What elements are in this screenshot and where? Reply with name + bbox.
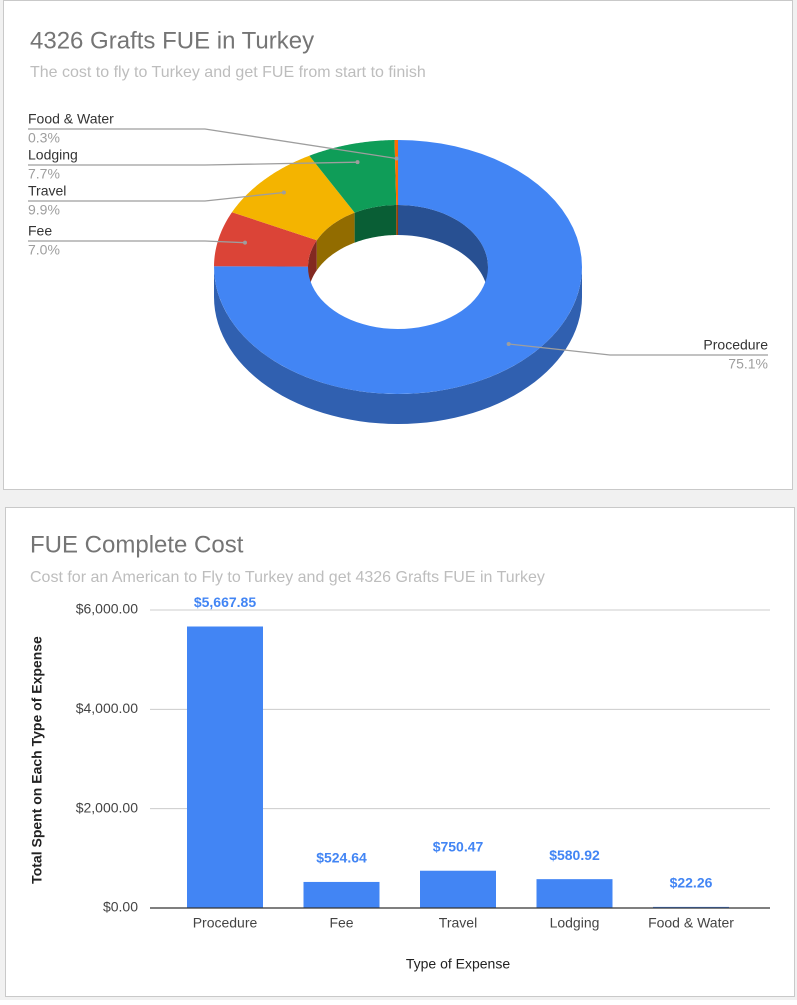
leader-dot <box>506 341 511 346</box>
slice-inner-wall <box>354 205 397 243</box>
chart-subtitle: The cost to fly to Turkey and get FUE fr… <box>30 64 426 81</box>
x-tick-label: Travel <box>439 915 477 931</box>
leader-dot <box>355 160 360 165</box>
slice <box>214 212 317 267</box>
leader-dot <box>281 190 286 195</box>
x-tick-label: Fee <box>329 915 353 931</box>
leader-line <box>28 240 246 244</box>
chart-title: 4326 Grafts FUE in Turkey <box>30 27 314 54</box>
slice-value-label: 0.3% <box>28 130 60 146</box>
slice-label: Lodging <box>28 147 78 163</box>
chart-subtitle: Cost for an American to Fly to Turkey an… <box>30 569 545 586</box>
slice <box>394 140 398 206</box>
leader-line <box>28 191 284 202</box>
slice-value-label: 75.1% <box>728 356 768 372</box>
leader-line <box>28 128 397 160</box>
x-tick-label: Food & Water <box>648 915 734 931</box>
y-axis-label: Total Spent on Each Type of Expense <box>29 636 45 884</box>
bar-value-label: $524.64 <box>316 850 367 866</box>
leader-dot <box>242 240 247 245</box>
bar <box>187 626 263 908</box>
y-tick-label: $6,000.00 <box>76 601 138 617</box>
y-tick-label: $0.00 <box>103 899 138 915</box>
leader-line <box>28 161 358 166</box>
slice-label: Travel <box>28 183 66 199</box>
slice-value-label: 7.7% <box>28 166 60 182</box>
slice-label: Procedure <box>703 337 768 353</box>
y-tick-label: $2,000.00 <box>76 799 138 815</box>
bar <box>303 881 380 908</box>
slice-wall <box>214 267 582 424</box>
y-tick-label: $4,000.00 <box>76 700 138 716</box>
leader-line <box>508 343 768 356</box>
bar-value-label: $750.47 <box>433 838 484 854</box>
bar-panel <box>5 507 795 997</box>
x-axis-label: Type of Expense <box>406 956 511 972</box>
chart-title: FUE Complete Cost <box>30 531 244 558</box>
bar <box>420 870 496 908</box>
bar <box>536 879 613 908</box>
slice-value-label: 7.0% <box>28 242 60 258</box>
slice <box>214 140 582 394</box>
slice-inner-wall <box>396 205 398 236</box>
slice-inner-wall <box>316 212 355 271</box>
x-tick-label: Procedure <box>193 915 258 931</box>
slice <box>232 155 355 241</box>
x-tick-label: Lodging <box>550 915 600 931</box>
slice-inner-wall <box>398 205 488 297</box>
slice-label: Food & Water <box>28 111 114 127</box>
bar-value-label: $5,667.85 <box>194 594 256 610</box>
slice-label: Fee <box>28 223 52 239</box>
bar-value-label: $580.92 <box>549 847 600 863</box>
slice <box>309 140 397 213</box>
slice-value-label: 9.9% <box>28 202 60 218</box>
leader-dot <box>394 156 399 161</box>
bar-value-label: $22.26 <box>670 875 713 891</box>
